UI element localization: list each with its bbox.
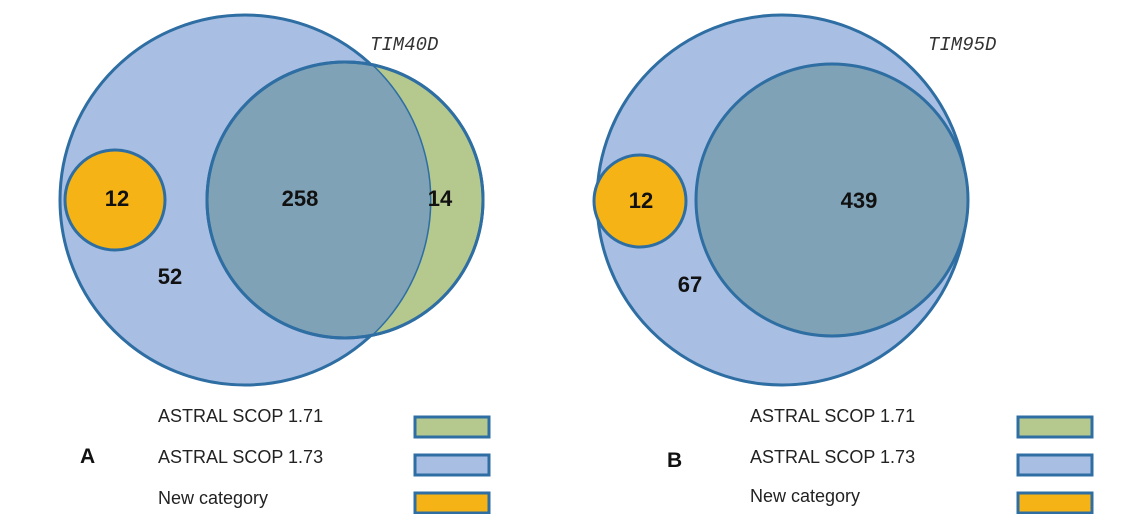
legend-a-swatch-173	[413, 453, 491, 477]
legend-b-swatch-171	[1016, 415, 1094, 439]
panel-a-new-category-count: 12	[105, 186, 129, 211]
panel-b: TIM95D 12 439 67	[592, 13, 996, 387]
panel-b-only-173-count: 67	[678, 272, 702, 297]
panel-b-overlap-count: 439	[841, 188, 878, 213]
panel-b-title: TIM95D	[928, 34, 996, 56]
legend-b-label-173: ASTRAL SCOP 1.73	[750, 447, 915, 467]
panel-a-only-171-count: 14	[428, 186, 453, 211]
legend-b: B ASTRAL SCOP 1.71 ASTRAL SCOP 1.73 New …	[667, 406, 1094, 514]
legend-a-swatch-new	[413, 491, 491, 514]
panel-a-only-173-count: 52	[158, 264, 182, 289]
panel-a-astral-171-outline	[205, 60, 485, 340]
panel-b-astral-171-circle	[694, 62, 970, 338]
panel-b-new-category-count: 12	[629, 188, 653, 213]
panel-a-letter: A	[80, 445, 95, 468]
legend-b-label-new: New category	[750, 486, 860, 506]
legend-a-label-new: New category	[158, 488, 268, 508]
panel-a-new-category-circle	[63, 148, 167, 252]
panel-a-title: TIM40D	[370, 34, 438, 56]
legend-a-label-173: ASTRAL SCOP 1.73	[158, 447, 323, 467]
legend-b-swatch-new	[1016, 491, 1094, 514]
panel-b-new-category-circle	[592, 153, 688, 249]
legend-a-label-171: ASTRAL SCOP 1.71	[158, 406, 323, 426]
legend-a-swatch-171	[413, 415, 491, 439]
panel-b-letter: B	[667, 449, 682, 472]
legend-a: A ASTRAL SCOP 1.71 ASTRAL SCOP 1.73 New …	[80, 406, 491, 514]
panel-a-overlap-count: 258	[282, 186, 319, 211]
panel-a: TIM40D 12 258 14 52	[58, 13, 485, 387]
legend-b-swatch-173	[1016, 453, 1094, 477]
legend-b-label-171: ASTRAL SCOP 1.71	[750, 406, 915, 426]
